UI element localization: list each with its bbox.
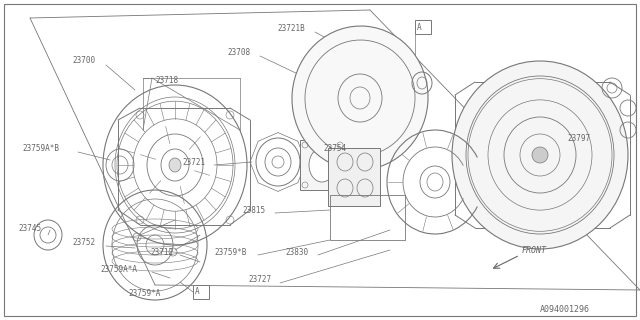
Ellipse shape: [309, 148, 335, 182]
Text: 23727: 23727: [248, 276, 271, 284]
Text: 23759A*A: 23759A*A: [100, 266, 137, 275]
Text: 23797: 23797: [567, 133, 590, 142]
Polygon shape: [360, 119, 384, 149]
Text: 23721B: 23721B: [277, 23, 305, 33]
Text: 23745: 23745: [18, 223, 41, 233]
Text: 23759*A: 23759*A: [128, 290, 161, 299]
Polygon shape: [336, 47, 360, 77]
Text: FRONT: FRONT: [522, 246, 547, 255]
Text: 23752: 23752: [72, 237, 95, 246]
Text: A: A: [195, 287, 200, 297]
Ellipse shape: [452, 61, 628, 249]
Text: A: A: [417, 22, 422, 31]
Bar: [328, 148, 380, 206]
Ellipse shape: [292, 26, 428, 170]
Text: 23708: 23708: [227, 47, 250, 57]
Polygon shape: [371, 54, 401, 86]
Bar: [193, 285, 209, 299]
Text: 23700: 23700: [72, 55, 95, 65]
Bar: [330, 195, 405, 240]
Polygon shape: [379, 98, 408, 124]
Text: A094001296: A094001296: [540, 306, 590, 315]
Text: 23721: 23721: [182, 157, 205, 166]
Ellipse shape: [169, 158, 181, 172]
Text: 23712: 23712: [150, 247, 173, 257]
Polygon shape: [312, 73, 341, 98]
Text: 23718: 23718: [155, 76, 178, 84]
Text: 23754: 23754: [323, 143, 346, 153]
Polygon shape: [319, 110, 349, 142]
Bar: [300, 140, 345, 190]
Text: 23759A*B: 23759A*B: [22, 143, 59, 153]
Ellipse shape: [532, 147, 548, 163]
Text: 23815: 23815: [242, 205, 265, 214]
Text: 23830: 23830: [285, 247, 308, 257]
Text: 23759*B: 23759*B: [214, 247, 246, 257]
Bar: [415, 20, 431, 34]
